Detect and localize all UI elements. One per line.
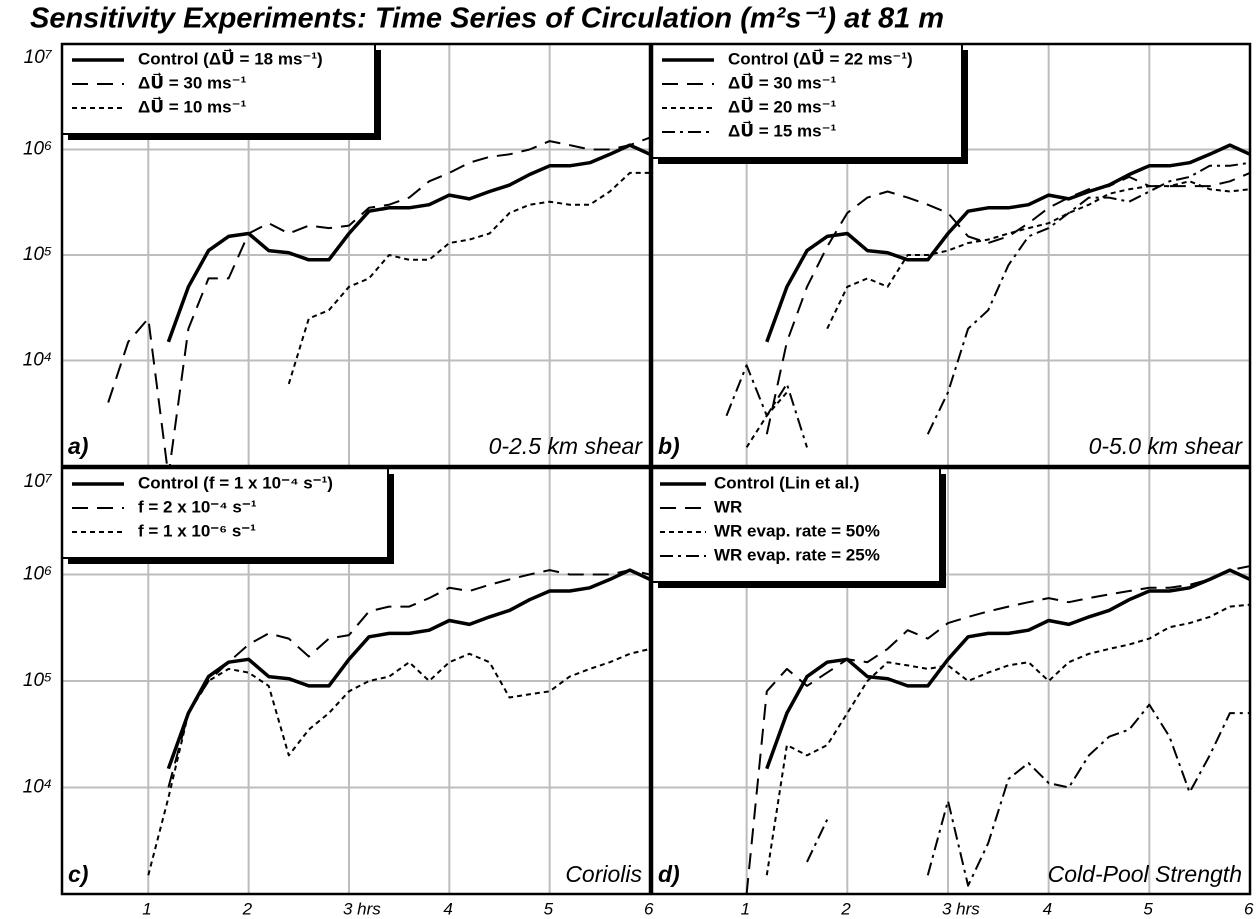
series-line — [745, 565, 1250, 894]
series-line — [765, 171, 1250, 435]
y-tick-label: 10⁴ — [23, 777, 52, 798]
x-tick-label: 1 — [142, 899, 151, 918]
x-tick-label: 1 — [741, 899, 750, 918]
y-tick-label: 10⁶ — [23, 564, 52, 585]
panel-frame — [650, 466, 1252, 896]
panel-label: d) — [658, 861, 680, 887]
series-line — [765, 568, 1250, 770]
y-tick-label: 10⁷ — [24, 47, 53, 68]
x-tick-label: 5 — [544, 899, 554, 918]
legend-label: ΔU⃗ = 20 ms⁻¹ — [728, 95, 837, 116]
y-tick-label: 10⁴ — [23, 350, 52, 371]
x-tick-label: 2 — [242, 899, 253, 918]
legend-label: WR evap. rate = 50% — [714, 521, 880, 540]
panel-label: a) — [68, 433, 88, 459]
series-line — [107, 136, 650, 466]
x-tick-label: 4 — [443, 899, 452, 918]
x-tick-label: 4 — [1043, 899, 1052, 918]
x-tick-label: 5 — [1143, 899, 1153, 918]
legend-label: WR — [714, 497, 742, 516]
panel-annotation: Coriolis — [565, 861, 642, 887]
legend-label: ΔU⃗ = 30 ms⁻¹ — [138, 71, 247, 92]
y-tick-label: 10⁵ — [23, 670, 52, 691]
y-tick-label: 10⁵ — [23, 244, 52, 265]
plot-area — [725, 143, 1250, 448]
panel-frame — [60, 42, 652, 468]
panel-label: b) — [658, 433, 680, 459]
series-line — [765, 603, 1250, 876]
legend-label: ΔU⃗ = 30 ms⁻¹ — [728, 71, 837, 92]
panel-annotation: Cold-Pool Strength — [1048, 861, 1242, 887]
legend-label: f = 1 x 10⁻⁶ s⁻¹ — [138, 521, 256, 540]
panel-label: c) — [68, 861, 88, 887]
series-line — [167, 569, 650, 788]
series-line — [765, 143, 1250, 343]
plot-area — [745, 565, 1250, 894]
series-line — [725, 161, 1250, 448]
legend-label: f = 2 x 10⁻⁴ s⁻¹ — [138, 497, 257, 516]
panel-frame — [60, 466, 652, 896]
legend-label: ΔU⃗ = 15 ms⁻¹ — [728, 119, 837, 140]
series-line — [166, 568, 650, 770]
legend-label: Control (Lin et al.) — [714, 473, 859, 492]
x-tick-label: 3 hrs — [343, 899, 381, 918]
series-line — [745, 180, 1250, 448]
x-tick-label: 2 — [840, 899, 851, 918]
legend-label: Control (ΔU⃗ = 22 ms⁻¹) — [728, 47, 913, 68]
plot-area — [107, 136, 650, 466]
plot-area — [147, 568, 650, 876]
legend-label: Control (f = 1 x 10⁻⁴ s⁻¹) — [138, 473, 333, 492]
y-tick-label: 10⁶ — [23, 139, 52, 160]
x-tick-label: 6 — [1244, 899, 1254, 918]
series-line — [147, 647, 650, 876]
legend-label: ΔU⃗ = 10 ms⁻¹ — [138, 95, 247, 116]
panel-annotation: 0-5.0 km shear — [1089, 433, 1244, 459]
figure-title: Sensitivity Experiments: Time Series of … — [30, 3, 944, 35]
series-line — [287, 171, 650, 385]
panel-frame — [650, 42, 1252, 468]
panel-annotation: 0-2.5 km shear — [489, 433, 644, 459]
x-tick-label: 6 — [644, 899, 654, 918]
legend-label: Control (ΔU⃗ = 18 ms⁻¹) — [138, 47, 323, 68]
y-tick-label: 10⁷ — [24, 471, 53, 492]
series-line — [806, 703, 1250, 887]
series-line — [166, 143, 650, 343]
legend-label: WR evap. rate = 25% — [714, 545, 880, 564]
x-tick-label: 3 hrs — [942, 899, 980, 918]
